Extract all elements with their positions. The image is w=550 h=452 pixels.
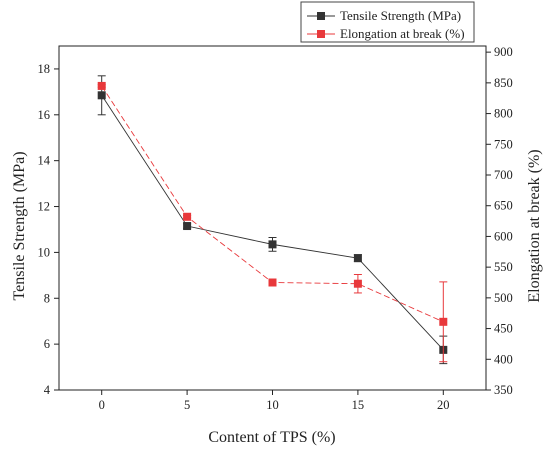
data-point-0 — [97, 91, 106, 100]
x-tick-label: 15 — [352, 398, 365, 412]
right-y-tick-label: 350 — [494, 383, 513, 397]
right-y-tick-label: 600 — [494, 229, 513, 243]
plot-area-border — [58, 45, 487, 391]
x-tick-label: 0 — [99, 398, 105, 412]
right-y-tick-label: 450 — [494, 322, 513, 336]
data-point-0 — [183, 222, 192, 231]
plot-frame — [58, 45, 487, 391]
data-point-1 — [353, 279, 362, 288]
data-point-1 — [97, 81, 106, 90]
x-tick-label: 20 — [437, 398, 450, 412]
series-line-0 — [101, 95, 444, 351]
legend-box — [300, 1, 475, 43]
data-point-1 — [268, 278, 277, 287]
left-y-tick-label: 10 — [38, 245, 51, 259]
x-axis-label: Content of TPS (%) — [208, 429, 335, 446]
right-y-tick-label: 700 — [494, 168, 513, 182]
legend-marker-elongation — [317, 30, 325, 38]
left-y-tick-label: 14 — [38, 154, 51, 168]
legend: Tensile Strength (MPa) Elongation at bre… — [300, 1, 475, 43]
data-point-1 — [439, 317, 448, 326]
right-y-axis-label: Elongation at break (%) — [526, 149, 543, 302]
series-layer — [97, 75, 448, 365]
left-y-tick-label: 18 — [38, 62, 51, 76]
left-y-tick-label: 12 — [38, 200, 51, 214]
right-y-tick-label: 400 — [494, 352, 513, 366]
legend-label-elongation: Elongation at break (%) — [340, 26, 465, 41]
right-y-tick-label: 650 — [494, 199, 513, 213]
right-y-tick-label: 900 — [494, 45, 513, 59]
left-y-tick-label: 6 — [44, 337, 50, 351]
left-y-axis-label: Tensile Strength (MPa) — [11, 151, 28, 300]
right-y-tick-label: 500 — [494, 291, 513, 305]
left-y-tick-label: 4 — [44, 383, 51, 397]
x-tick-label: 5 — [184, 398, 190, 412]
right-y-tick-label: 800 — [494, 107, 513, 121]
data-point-1 — [183, 212, 192, 221]
right-y-tick-label: 850 — [494, 76, 513, 90]
data-point-0 — [353, 254, 362, 263]
right-y-tick-label: 550 — [494, 260, 513, 274]
axis-ticks: 0 5 10 15 20 4 6 8 10 12 14 16 18 350 400 450 500 550 600 6… — [38, 45, 513, 412]
right-y-tick-label: 750 — [494, 137, 513, 151]
left-y-tick-label: 8 — [44, 291, 50, 305]
legend-label-tensile: Tensile Strength (MPa) — [340, 8, 461, 23]
x-tick-label: 10 — [266, 398, 279, 412]
data-point-0 — [268, 240, 277, 249]
legend-marker-tensile — [317, 12, 325, 20]
left-y-tick-label: 16 — [38, 108, 51, 122]
